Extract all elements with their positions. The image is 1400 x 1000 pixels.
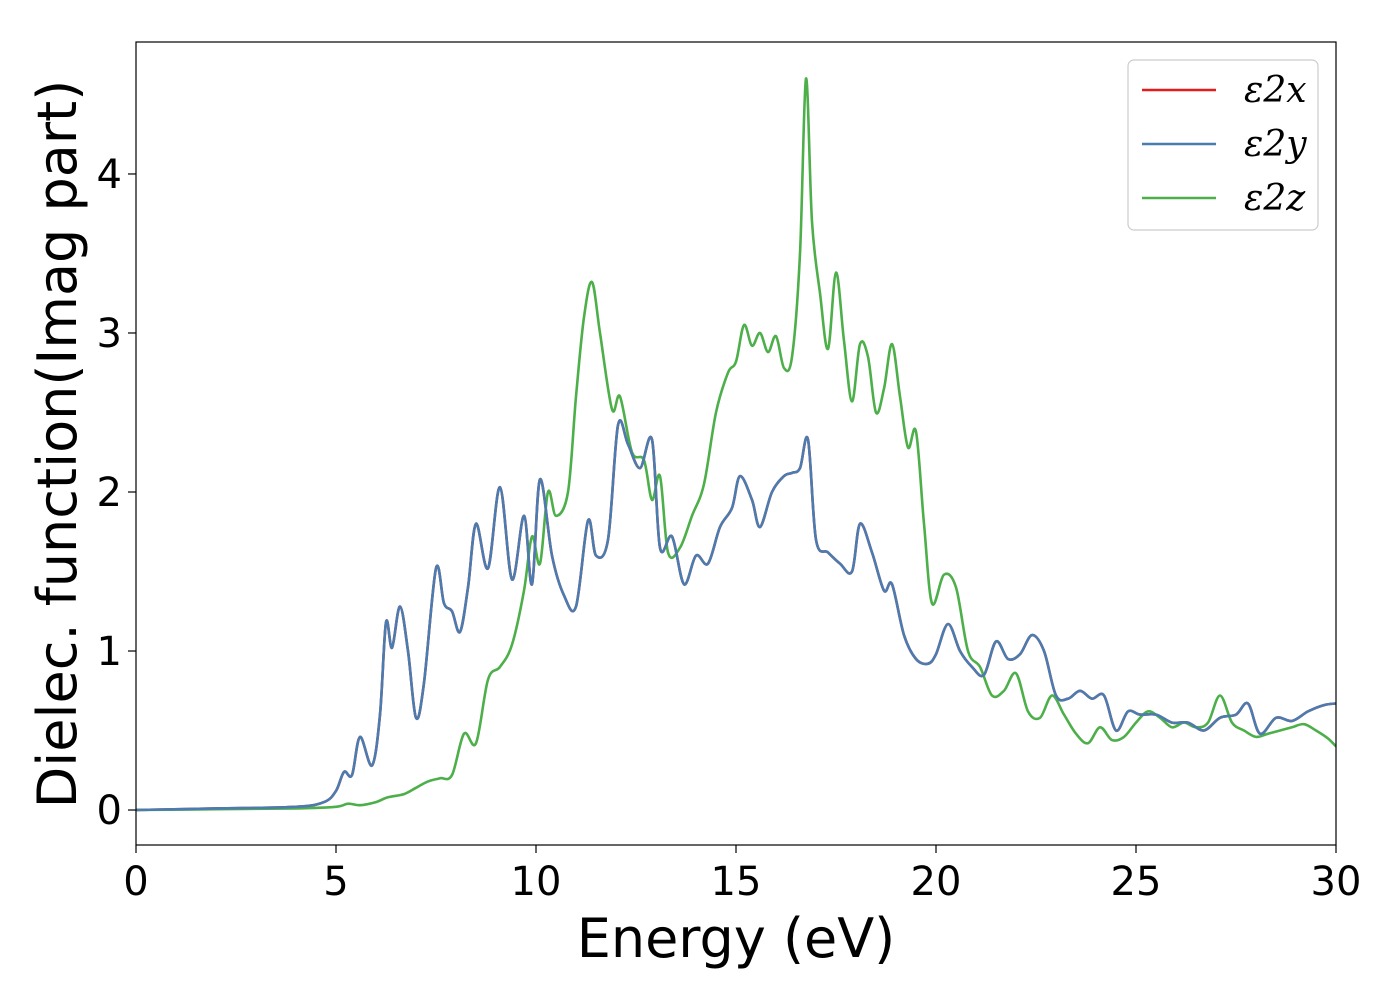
- series-layer: [136, 77, 1336, 812]
- x-tick-label: 25: [1111, 859, 1162, 905]
- x-tick-label: 20: [911, 859, 962, 905]
- x-tick-label: 30: [1311, 859, 1362, 905]
- y-tick-label: 4: [97, 152, 122, 198]
- y-tick-label: 0: [97, 788, 122, 834]
- y-tick-label: 1: [97, 629, 122, 675]
- x-axis-label: Energy (eV): [577, 907, 896, 970]
- legend-label: ε2y: [1244, 124, 1307, 165]
- legend-label: ε2x: [1244, 70, 1307, 111]
- x-axis: 0 5 10 15 20 25 30: [123, 845, 1361, 905]
- series-line-ε2z: [136, 77, 1336, 812]
- legend: ε2x ε2y ε2z: [1127, 59, 1319, 231]
- y-axis: 0 1 2 3 4: [97, 152, 136, 834]
- y-axis-label: Dielec. function(Imag part): [26, 80, 89, 809]
- x-tick-label: 5: [323, 859, 348, 905]
- legend-label: ε2z: [1244, 178, 1306, 219]
- legend-box: [1127, 59, 1319, 231]
- y-tick-label: 3: [97, 311, 122, 357]
- x-tick-label: 0: [123, 859, 148, 905]
- y-tick-label: 2: [97, 470, 122, 516]
- x-tick-label: 10: [511, 859, 562, 905]
- x-tick-label: 15: [711, 859, 762, 905]
- series-line-ε2y: [136, 419, 1336, 812]
